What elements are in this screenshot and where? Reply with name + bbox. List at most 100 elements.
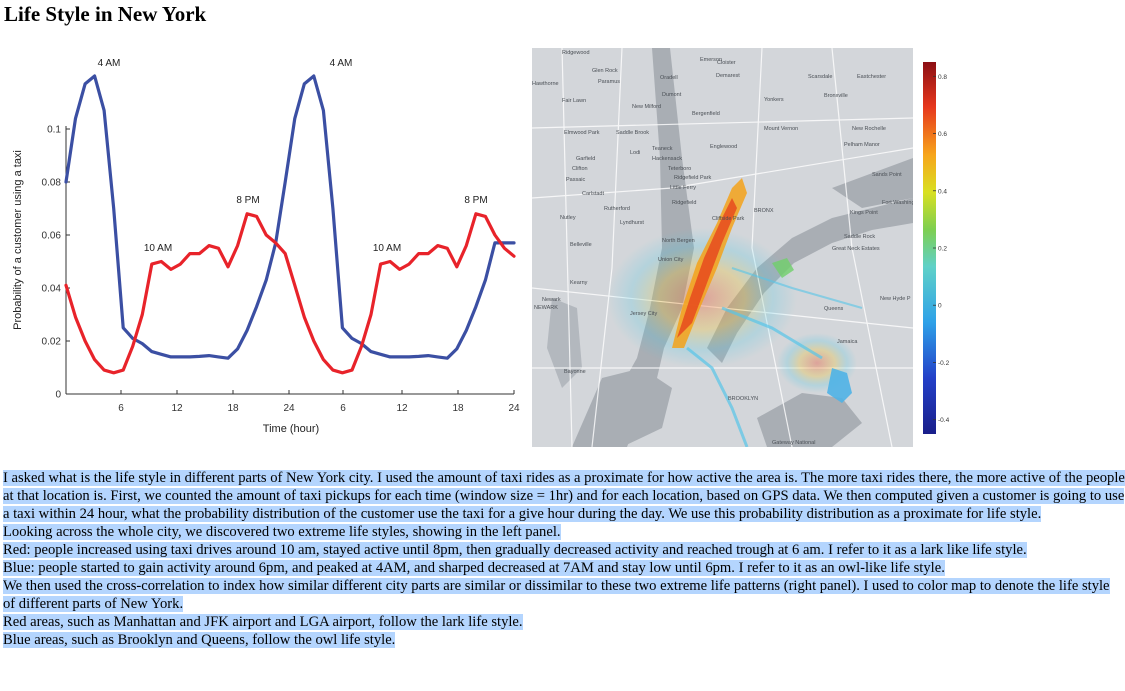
y-tick-label: 0.08 [42,178,62,189]
map-place-label: Elmwood Park [564,130,600,136]
map-place-label: New Milford [632,104,661,110]
map-place-label: Belleville [570,242,592,248]
map-place-label: Lyndhurst [620,220,644,226]
map-place-label: Cloister [717,60,736,66]
map-place-label: Newark [542,297,561,303]
y-tick-label: 0 [55,390,61,401]
colorbar-tick-label: -0.4 [938,417,950,424]
map-place-label: Mount Vernon [764,126,798,132]
chart-annotation: 10 AM [144,243,172,254]
map-place-label: BRONX [754,208,774,214]
chart-annotation: 10 AM [373,243,401,254]
map-place-label: Hackensack [652,156,682,162]
map-place-label: Englewood [710,144,737,150]
map-place-label: BROOKLYN [728,396,758,402]
colorbar-tick-label: 0.8 [938,74,947,81]
series-line-blue [64,74,516,360]
map-place-label: Teaneck [652,146,673,152]
map-place-label: Fair Lawn [562,98,586,104]
map-place-label: Gateway National [772,440,815,446]
map-place-label: Ridgefield Park [674,175,712,181]
map-place-label: Great Neck Estates [832,246,880,252]
x-tick-label: 24 [508,403,520,414]
map-place-label: Pelham Manor [844,142,880,148]
map-place-label: Little Ferry [670,185,696,191]
taxi-density-overlay [607,178,863,447]
chart-annotation: 8 PM [236,195,259,206]
nyc-correlation-map: Ridgewood Emerson Cloister Scarsdale Glen Ro… [532,48,913,447]
map-place-label: Fort Washington [882,200,913,206]
map-place-label: Cliffside Park [712,216,745,222]
map-place-label: Saddle Brook [616,130,649,136]
map-place-label: Glen Rock [592,68,618,74]
map-place-label: Passaic [566,177,586,183]
x-tick-label: 18 [227,403,239,414]
x-tick-label: 24 [283,403,295,414]
chart-annotation: 4 AM [330,58,353,69]
map-place-label: Union City [658,257,684,263]
map-place-label: Garfield [576,156,595,162]
map-place-label: Lodi [630,150,640,156]
colorbar-gradient [923,62,936,434]
map-place-label: Carlstadt [582,191,604,197]
x-tick-label: 6 [340,403,346,414]
description-paragraph-4: Blue: people started to gain activity ar… [3,560,945,576]
colorbar: 0.8 0.6 0.4 0.2 0 -0.2 -0.4 [918,58,958,438]
description-paragraph-7: Blue areas, such as Brooklyn and Queens,… [3,632,396,648]
y-tick-label: 0.06 [42,231,62,242]
map-place-label: Nutley [560,215,576,221]
x-tick-label: 6 [118,403,124,414]
y-tick-label: 0.02 [42,337,62,348]
map-place-label: Ridgewood [562,50,590,56]
page-title: Life Style in New York [4,2,207,26]
map-place-label: Teterboro [668,166,691,172]
map-place-label: Kearny [570,280,588,286]
description-paragraph-5: We then used the cross-correlation to in… [3,578,1110,612]
colorbar-tick-label: 0.4 [938,188,947,195]
description-paragraph-6: Red areas, such as Manhattan and JFK air… [3,614,523,630]
map-place-label: Bronxville [824,93,848,99]
map-place-label: Rutherford [604,206,630,212]
map-place-label: Hawthorne [532,81,559,87]
colorbar-tick-label: 0.6 [938,131,947,138]
colorbar-svg: 0.8 0.6 0.4 0.2 0 -0.2 -0.4 [923,62,950,434]
map-place-label: Jamaica [837,339,858,345]
map-place-label: New Hyde P [880,296,911,302]
map-place-label: Queens [824,306,844,312]
colorbar-tick-label: -0.2 [938,360,950,367]
y-axis-label: Probability of a customer using a taxi [12,150,24,330]
map-place-label: Yonkers [764,97,784,103]
long-island-sound [832,158,913,208]
x-tick-label: 12 [396,403,408,414]
series-line-red [64,212,516,375]
map-place-label: Bergenfield [692,111,720,117]
map-place-label: Saddle Rock [844,234,875,240]
upper-bay [572,368,672,447]
map-place-label: Demarest [716,73,740,79]
y-tick-label: 0.1 [47,125,61,136]
map-place-label: Oradell [660,75,678,81]
map-place-label: Emerson [700,57,722,63]
x-tick-label: 12 [171,403,183,414]
map-place-label: NEWARK [534,305,558,311]
x-tick-label: 18 [452,403,464,414]
description-text: I asked what is the life style in differ… [3,469,1125,649]
map-place-label: Ridgefield [672,200,696,206]
map-place-label: Bayonne [564,369,586,375]
map-place-label: New Rochelle [852,126,886,132]
description-paragraph-2: Looking across the whole city, we discov… [3,524,561,540]
chart-annotation: 8 PM [464,195,487,206]
map-place-label: North Bergen [662,238,695,244]
taxi-probability-chart: 0 0.02 0.04 0.06 0.08 0.1 6 12 18 24 6 12 18 24 4 AM 8… [0,44,525,449]
y-tick-label: 0.04 [42,284,62,295]
map-place-label: Jersey City [630,311,657,317]
map-place-label: Sands Point [872,172,902,178]
map-place-label: Paramus [598,79,620,85]
map-place-label: Scarsdale [808,74,832,80]
map-place-label: Kings Point [850,210,878,216]
map-place-label: Clifton [572,166,588,172]
map-place-label: Dumont [662,92,682,98]
description-paragraph-1: I asked what is the life style in differ… [3,470,1125,522]
description-paragraph-3: Red: people increased using taxi drives … [3,542,1027,558]
